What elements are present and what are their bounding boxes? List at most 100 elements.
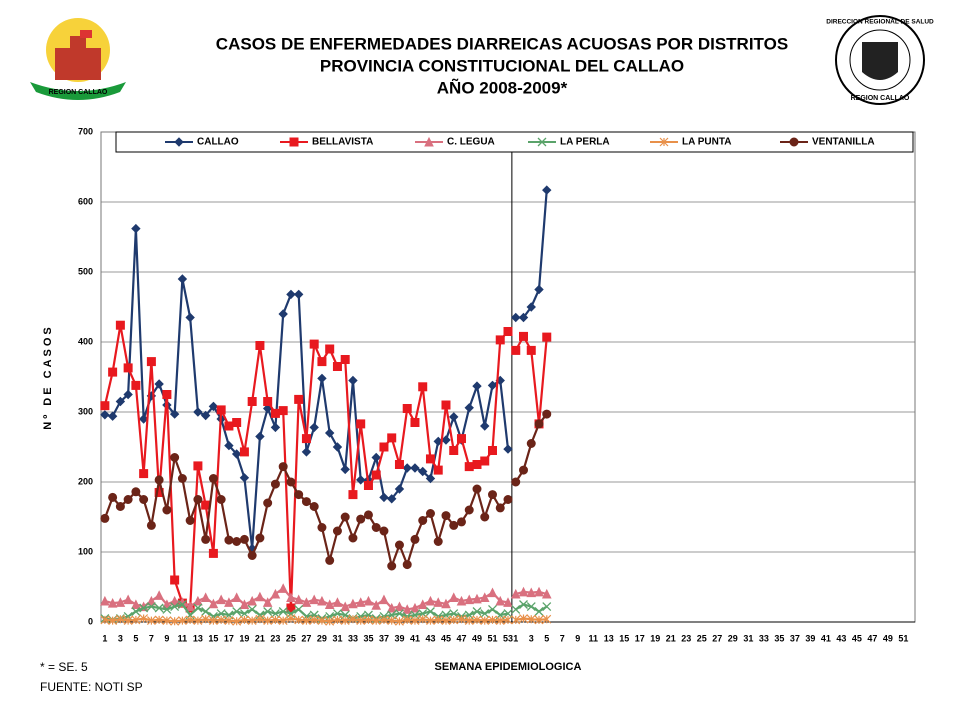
marker [309,502,319,511]
marker [232,418,242,427]
marker [519,331,529,341]
marker [526,345,536,355]
marker [526,302,536,312]
x-tick-label: 33 [759,633,769,643]
marker [301,497,311,507]
marker [332,362,342,371]
x-tick-label: 17 [635,633,645,643]
marker [154,379,164,389]
marker [123,594,133,605]
marker [108,616,118,626]
marker [526,602,536,612]
logo-text: REGION CALLAO [49,89,108,96]
marker [216,594,226,605]
marker [324,428,335,438]
marker [495,335,505,345]
x-tick-label: 19 [650,633,660,643]
y-tick-label: 300 [78,406,93,416]
marker [449,520,459,530]
marker [402,604,413,614]
marker [457,614,466,624]
x-tick-label: 35 [774,633,784,643]
marker [146,602,156,612]
marker [332,526,342,536]
marker [542,185,552,195]
marker [487,587,498,598]
marker [247,595,257,606]
marker [332,609,342,619]
marker [487,380,498,391]
marker [115,614,125,624]
marker [348,614,358,624]
marker [247,604,257,614]
marker [387,616,397,626]
marker [216,615,226,625]
marker [371,452,381,463]
logo-text: DIRECCION REGIONAL DE SALUD [826,19,934,26]
marker [301,597,312,607]
marker [511,477,521,487]
marker [503,615,513,625]
marker [247,397,257,406]
marker [208,474,218,483]
marker [317,373,327,384]
marker [371,600,382,610]
marker [262,597,273,607]
x-tick-label: 11 [589,633,599,643]
marker [177,600,187,609]
x-tick-label: 21 [666,633,676,643]
marker [348,375,358,386]
marker [387,561,397,571]
marker [356,419,366,429]
marker [270,588,281,599]
marker [448,592,459,602]
marker [324,599,335,609]
marker [263,607,273,616]
marker [239,609,249,619]
marker [503,327,513,336]
marker [495,616,505,626]
x-tick-label: 5 [544,633,549,643]
marker [293,289,304,300]
marker [201,534,211,544]
marker [278,607,288,616]
marker [239,447,249,457]
marker [108,367,118,377]
marker [449,615,459,625]
marker [193,595,203,606]
marker [340,464,350,475]
marker [170,602,180,612]
marker [278,583,288,593]
marker [169,409,180,419]
marker [146,595,157,606]
legend-label: C. LEGUA [447,137,495,148]
marker [170,616,180,626]
x-tick-label: 23 [681,633,691,643]
marker [177,274,188,284]
x-tick-label: 43 [425,633,435,643]
marker [131,615,141,625]
marker [317,616,327,626]
x-tick-label: 21 [255,633,265,643]
marker [464,594,475,605]
marker [488,604,497,614]
x-tick-label: 39 [394,633,404,643]
x-tick-label: 3 [529,633,534,643]
marker [418,466,428,477]
legend-label: LA PERLA [560,137,610,148]
marker [185,601,195,612]
marker [309,422,319,433]
marker [534,419,544,429]
marker [294,394,304,404]
marker [379,594,389,605]
marker [208,401,219,412]
marker [348,490,358,500]
marker [325,555,335,565]
marker [518,312,529,323]
marker [294,490,304,500]
marker [286,592,296,602]
marker [511,345,521,355]
x-tick-label: 29 [728,633,738,643]
marker [193,616,203,626]
marker [395,616,404,626]
